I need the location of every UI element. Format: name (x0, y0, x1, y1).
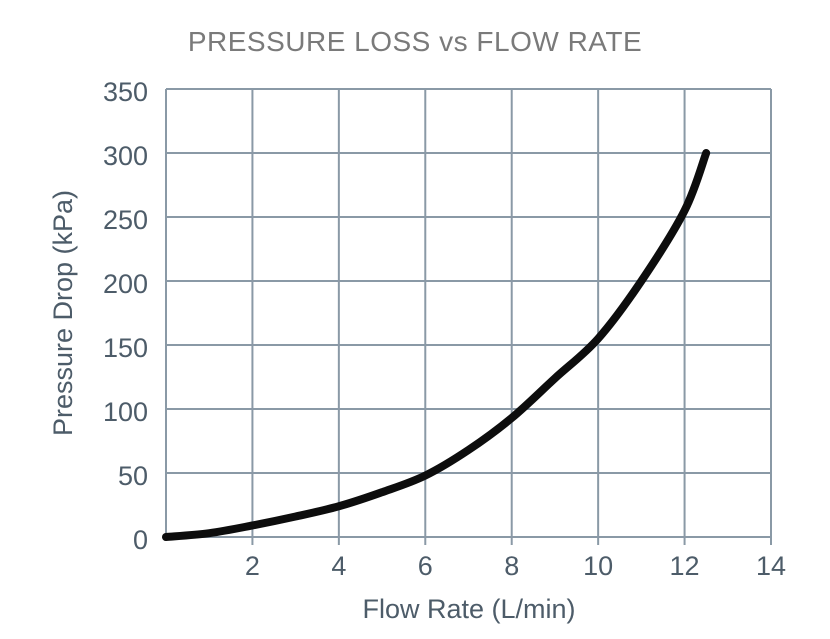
y-tick-label: 350 (102, 77, 148, 107)
y-tick-label: 300 (102, 141, 148, 171)
x-tick-label: 6 (417, 551, 433, 581)
y-tick-label: 250 (102, 205, 148, 235)
x-tick-label: 14 (755, 551, 787, 581)
chart-title: PRESSURE LOSS vs FLOW RATE (187, 26, 643, 57)
y-tick-label: 150 (102, 333, 148, 363)
y-tick-label: 50 (117, 461, 148, 491)
y-tick-label: 100 (102, 397, 148, 427)
x-tick-label: 4 (331, 551, 347, 581)
curve-line (162, 149, 711, 541)
x-tick-label: 2 (244, 551, 260, 581)
x-tick-label: 10 (583, 551, 614, 581)
x-tick-label: 8 (504, 551, 520, 581)
y-tick-label: 0 (132, 525, 148, 555)
x-tick-label: 12 (669, 551, 700, 581)
x-axis-title: Flow Rate (L/min) (362, 594, 576, 624)
y-tick-label: 200 (102, 269, 148, 299)
